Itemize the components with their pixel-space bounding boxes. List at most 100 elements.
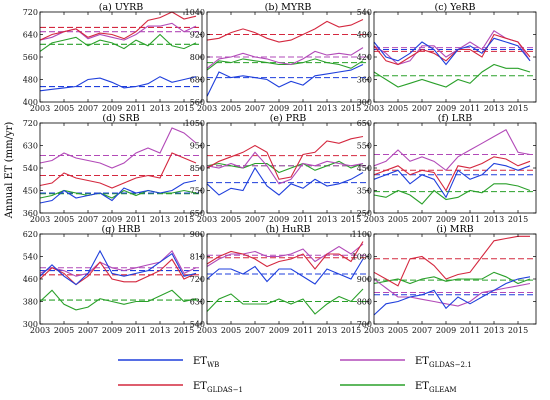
- panels-group: (a) UYRB 2003 2005 2007 2009 2011 2013 2015 400 4…: [23, 2, 537, 335]
- series-line-et-gleam: [373, 63, 531, 88]
- x-tick-label: 2003: [197, 326, 217, 335]
- y-tick-label: 1000: [352, 253, 372, 262]
- x-tick-label: 2005: [388, 104, 408, 113]
- plot-frame: [206, 122, 370, 214]
- y-tick-label: 450: [357, 164, 372, 173]
- y-tick-label: 1040: [185, 8, 205, 17]
- panel-8: (h) HuRB 2003 2005 2007 2009 2011 2013 2015 540 6…: [190, 224, 370, 335]
- x-tick-label: 2013: [317, 326, 337, 335]
- x-tick-label: 2003: [197, 104, 217, 113]
- x-tick-label: 2003: [30, 104, 50, 113]
- x-tick-label: 2015: [508, 104, 528, 113]
- series-line-et-gldas-2-1: [39, 127, 197, 169]
- legend-item-et-wb: ETWB: [118, 356, 219, 369]
- x-tick-label: 2003: [30, 326, 50, 335]
- x-tick-label: 2015: [508, 215, 528, 224]
- legend-label: ETWB: [193, 356, 219, 369]
- y-tick-label: 300: [357, 98, 372, 107]
- panel-7: (g) HRB 2003 2005 2007 2009 2011 2013 2015 300 38…: [23, 224, 203, 335]
- y-tick-label: 850: [190, 164, 205, 173]
- series-line-et-wb: [373, 276, 531, 316]
- legend-label: ETGLDAS−2.1: [415, 356, 472, 369]
- panel-title: (g) HRB: [102, 224, 141, 235]
- series-line-et-gldas-1: [39, 258, 197, 286]
- series-line-et-gleam: [373, 183, 531, 205]
- panel-title: (d) SRB: [102, 113, 139, 124]
- x-tick-label: 2005: [54, 326, 74, 335]
- x-tick-label: 2013: [484, 215, 504, 224]
- panel-2: (b) MYRB 2003 2005 2007 2009 2011 2013 2015 560 6…: [185, 2, 370, 113]
- series-line-et-gldas-2-1: [39, 250, 197, 277]
- x-tick-label: 2015: [341, 104, 361, 113]
- x-tick-label: 2011: [126, 326, 146, 335]
- y-tick-label: 720: [190, 275, 205, 284]
- plot-frame: [39, 122, 203, 214]
- series-line-et-gldas-2-1: [373, 129, 531, 172]
- x-tick-label: 2005: [221, 104, 241, 113]
- y-tick-label: 460: [23, 275, 38, 284]
- x-tick-label: 2013: [317, 215, 337, 224]
- x-tick-label: 2009: [436, 326, 456, 335]
- x-tick-label: 2013: [150, 326, 170, 335]
- x-tick-label: 2013: [484, 326, 504, 335]
- panel-5: (e) PRB 2003 2005 2007 2009 2011 2013 2015 650 75…: [185, 113, 370, 224]
- x-tick-label: 2015: [174, 215, 194, 224]
- y-tick-label: 350: [357, 187, 372, 196]
- x-tick-label: 2009: [269, 215, 289, 224]
- x-tick-label: 2003: [30, 215, 50, 224]
- panel-1: (a) UYRB 2003 2005 2007 2009 2011 2013 2015 400 4…: [23, 2, 203, 113]
- y-tick-label: 750: [190, 187, 205, 196]
- x-tick-label: 2013: [484, 104, 504, 113]
- series-line-et-gldas-2-1: [373, 278, 531, 307]
- legend-item-et-gleam: ETGLEAM: [340, 381, 457, 394]
- y-tick-label: 900: [190, 230, 205, 239]
- series-line-et-gldas-1: [206, 19, 364, 43]
- x-tick-label: 2007: [245, 104, 265, 113]
- x-tick-label: 2007: [412, 326, 432, 335]
- panel-6: (f) LRB 2003 2005 2007 2009 2011 2013 2015 250 35…: [357, 113, 537, 224]
- x-tick-label: 2007: [78, 104, 98, 113]
- panel-title: (c) YeRB: [435, 2, 476, 13]
- y-tick-label: 720: [23, 8, 38, 17]
- y-tick-label: 480: [357, 31, 372, 40]
- x-tick-label: 2005: [54, 104, 74, 113]
- y-tick-label: 560: [190, 98, 205, 107]
- y-tick-label: 420: [357, 53, 372, 62]
- y-tick-label: 920: [190, 31, 205, 40]
- x-tick-label: 2009: [436, 215, 456, 224]
- y-tick-label: 540: [190, 320, 205, 329]
- panel-9: (i) MRB 2003 2005 2007 2009 2011 2013 2015 700 80…: [352, 224, 537, 335]
- x-tick-label: 2007: [78, 215, 98, 224]
- y-tick-label: 540: [23, 164, 38, 173]
- series-line-et-gldas-1: [373, 235, 530, 287]
- y-tick-label: 950: [190, 142, 205, 151]
- x-tick-label: 2011: [126, 104, 146, 113]
- y-tick-label: 800: [190, 53, 205, 62]
- x-tick-label: 2007: [245, 215, 265, 224]
- x-tick-label: 2009: [102, 326, 122, 335]
- y-tick-label: 640: [23, 31, 38, 40]
- series-line-et-gldas-2-1: [206, 151, 364, 185]
- y-tick-label: 700: [357, 320, 372, 329]
- series-line-et-wb: [206, 166, 364, 196]
- x-tick-label: 2003: [364, 104, 384, 113]
- y-tick-label: 900: [357, 275, 372, 284]
- x-tick-label: 2009: [269, 104, 289, 113]
- x-tick-label: 2007: [412, 104, 432, 113]
- plot-frame: [39, 11, 203, 103]
- series-line-et-gldas-1: [39, 152, 197, 189]
- x-tick-label: 2013: [150, 104, 170, 113]
- plot-frame: [206, 233, 370, 325]
- y-tick-label: 1050: [185, 119, 205, 128]
- y-tick-label: 450: [23, 187, 38, 196]
- series-line-et-gldas-1: [373, 33, 531, 66]
- y-tick-label: 540: [23, 253, 38, 262]
- series-line-et-gldas-2-1: [206, 243, 364, 267]
- panel-title: (h) HuRB: [265, 224, 310, 235]
- series-line-et-gldas-1: [373, 156, 531, 192]
- y-tick-label: 400: [23, 98, 38, 107]
- y-tick-label: 680: [190, 76, 205, 85]
- plot-frame: [39, 233, 203, 325]
- series-line-et-gleam: [206, 288, 364, 315]
